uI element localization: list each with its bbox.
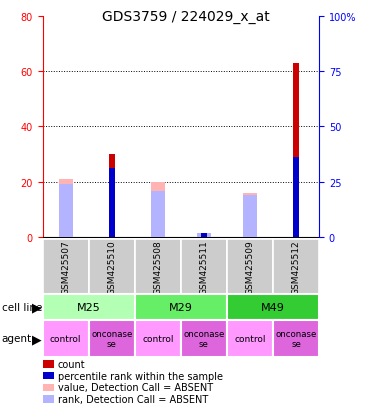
- Bar: [135, 294, 227, 320]
- Text: GSM425508: GSM425508: [153, 240, 162, 295]
- Bar: [293, 158, 299, 237]
- Bar: [135, 240, 181, 295]
- Bar: [59, 185, 73, 237]
- Text: control: control: [234, 334, 266, 343]
- Text: GSM425511: GSM425511: [199, 240, 209, 295]
- Text: count: count: [58, 359, 85, 369]
- Text: M49: M49: [261, 302, 285, 312]
- Text: agent: agent: [2, 334, 32, 344]
- Bar: [109, 154, 115, 237]
- Text: GSM425512: GSM425512: [292, 240, 301, 294]
- Text: onconase
se: onconase se: [183, 329, 224, 348]
- Text: M29: M29: [169, 302, 193, 312]
- Bar: [201, 233, 207, 237]
- Text: control: control: [50, 334, 82, 343]
- Bar: [227, 320, 273, 357]
- Bar: [293, 64, 299, 237]
- Text: GSM425510: GSM425510: [107, 240, 116, 295]
- Bar: [43, 320, 89, 357]
- Bar: [227, 294, 319, 320]
- Text: cell line: cell line: [2, 302, 42, 312]
- Text: onconase
se: onconase se: [91, 329, 132, 348]
- Text: rank, Detection Call = ABSENT: rank, Detection Call = ABSENT: [58, 394, 208, 404]
- Bar: [89, 240, 135, 295]
- Text: control: control: [142, 334, 174, 343]
- Text: GDS3759 / 224029_x_at: GDS3759 / 224029_x_at: [102, 10, 269, 24]
- Text: ▶: ▶: [32, 301, 41, 314]
- Bar: [135, 320, 181, 357]
- Bar: [181, 240, 227, 295]
- Bar: [181, 320, 227, 357]
- Text: value, Detection Call = ABSENT: value, Detection Call = ABSENT: [58, 382, 213, 392]
- Bar: [227, 240, 273, 295]
- Bar: [197, 233, 211, 237]
- Bar: [59, 180, 73, 237]
- Bar: [43, 294, 135, 320]
- Bar: [273, 240, 319, 295]
- Bar: [151, 182, 165, 237]
- Bar: [43, 240, 89, 295]
- Text: onconase
se: onconase se: [275, 329, 317, 348]
- Text: GSM425507: GSM425507: [61, 240, 70, 295]
- Text: percentile rank within the sample: percentile rank within the sample: [58, 371, 223, 381]
- Bar: [151, 191, 165, 237]
- Bar: [243, 195, 257, 237]
- Bar: [273, 320, 319, 357]
- Bar: [109, 169, 115, 237]
- Text: M25: M25: [77, 302, 101, 312]
- Bar: [243, 193, 257, 237]
- Bar: [89, 320, 135, 357]
- Text: ▶: ▶: [32, 332, 41, 345]
- Text: GSM425509: GSM425509: [246, 240, 255, 295]
